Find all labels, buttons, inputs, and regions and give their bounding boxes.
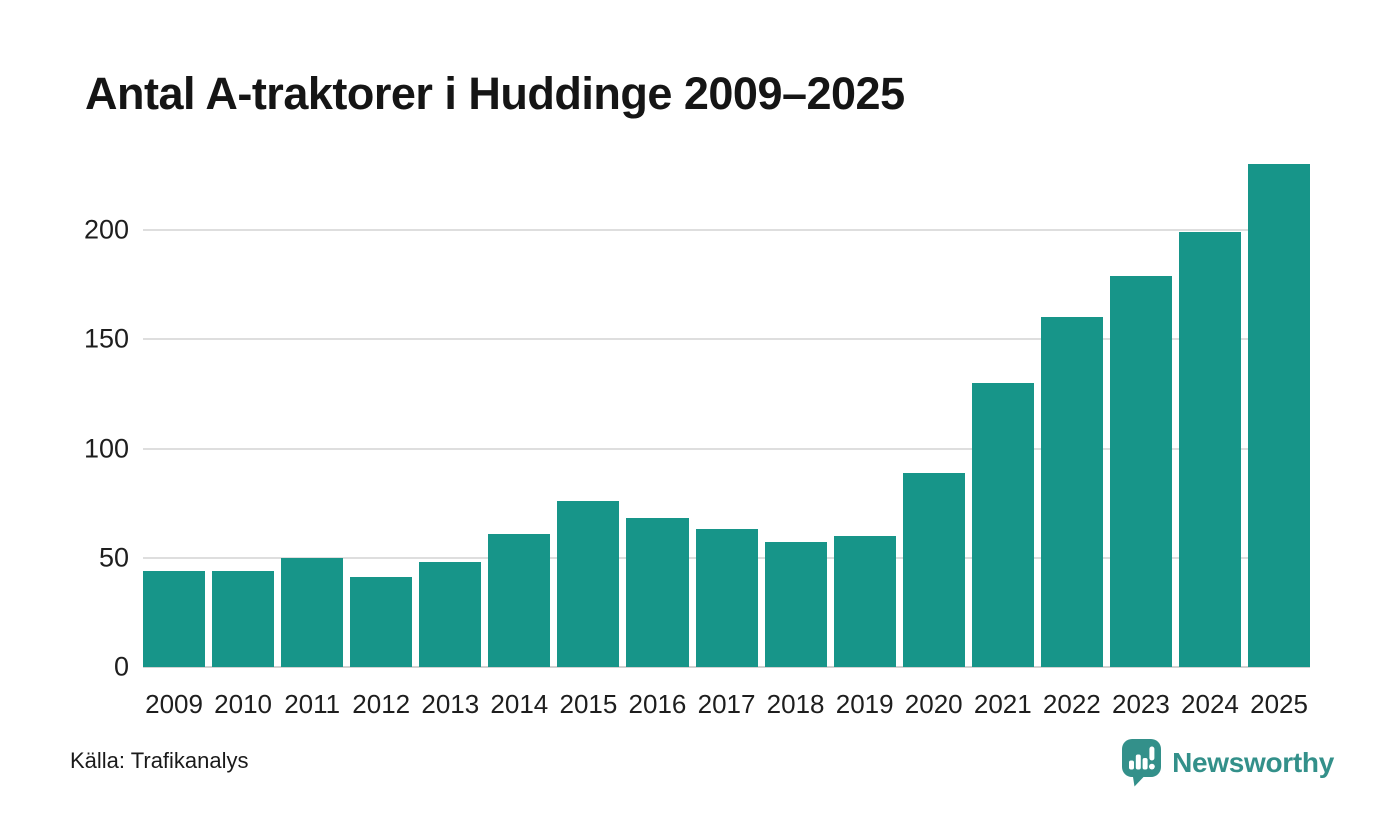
x-tick-label-2015: 2015 xyxy=(559,689,618,719)
bar-column-2014: 2014 xyxy=(488,147,551,717)
gridline-200: 200 xyxy=(84,216,1310,243)
gridline-100: 100 xyxy=(84,435,1310,462)
x-tick-label-2023: 2023 xyxy=(1111,689,1170,719)
bar-2018 xyxy=(764,542,827,667)
bar-column-2009: 2009 xyxy=(143,147,206,717)
y-tick-label-150: 150 xyxy=(83,323,129,354)
brand-name: Newsworthy xyxy=(1172,746,1334,778)
chart-title: Antal A-traktorer i Huddinge 2009–2025 xyxy=(85,68,905,119)
x-tick-label-2013: 2013 xyxy=(421,689,480,719)
bar-column-2019: 2019 xyxy=(833,147,896,717)
x-tick-label-2021: 2021 xyxy=(973,689,1032,719)
bar-2024 xyxy=(1178,232,1241,667)
x-tick-label-2011: 2011 xyxy=(284,689,341,719)
x-tick-label-2020: 2020 xyxy=(904,689,963,719)
x-tick-label-2024: 2024 xyxy=(1181,689,1239,719)
x-tick-label-2010: 2010 xyxy=(214,689,273,719)
y-tick-label-50: 50 xyxy=(98,542,129,573)
bar-2009 xyxy=(143,570,206,667)
x-tick-label-2018: 2018 xyxy=(766,689,825,719)
newsworthy-icon xyxy=(1122,739,1162,787)
x-tick-label-2014: 2014 xyxy=(490,689,549,719)
bar-2023 xyxy=(1109,275,1172,667)
bar-column-2017: 2017 xyxy=(695,147,758,717)
x-tick-label-2019: 2019 xyxy=(835,689,894,719)
newsworthy-icon-pin xyxy=(1122,739,1162,787)
y-tick-label-0: 0 xyxy=(113,651,129,682)
source-label: Källa: Trafikanalys xyxy=(70,748,249,773)
bar-2014 xyxy=(488,533,551,667)
bar-column-2022: 2022 xyxy=(1040,147,1103,717)
bar-column-2020: 2020 xyxy=(902,147,965,717)
bar-column-2016: 2016 xyxy=(626,147,689,717)
bar-2016 xyxy=(626,518,689,667)
bars: 2009 2010 2011 2012 2013 2014 2015 2016 2017 2018… xyxy=(143,147,1311,717)
bar-2022 xyxy=(1040,317,1103,667)
x-tick-label-2017: 2017 xyxy=(697,689,756,719)
bar-column-2013: 2013 xyxy=(419,147,482,717)
x-tick-label-2022: 2022 xyxy=(1042,689,1101,719)
bar-column-2025: 2025 xyxy=(1248,147,1311,717)
bar-column-2021: 2021 xyxy=(971,147,1034,717)
bar-2021 xyxy=(971,382,1034,667)
bar-2012 xyxy=(350,577,413,667)
bar-2017 xyxy=(695,529,758,667)
gridline-0: 0 xyxy=(114,653,1310,680)
x-tick-label-2012: 2012 xyxy=(352,689,411,719)
x-tick-label-2025: 2025 xyxy=(1250,689,1308,719)
bar-column-2011: 2011 xyxy=(281,147,344,717)
bar-2015 xyxy=(557,500,620,667)
x-tick-label-2009: 2009 xyxy=(145,689,203,719)
bar-column-2015: 2015 xyxy=(557,147,620,717)
bar-column-2012: 2012 xyxy=(350,147,413,717)
y-tick-label-100: 100 xyxy=(83,433,129,464)
gridline-150: 150 xyxy=(84,325,1310,352)
bar-2013 xyxy=(419,562,482,667)
x-tick-label-2016: 2016 xyxy=(628,689,687,719)
bar-2011 xyxy=(281,557,344,667)
bar-column-2010: 2010 xyxy=(212,147,275,717)
bar-column-2024: 2024 xyxy=(1178,147,1241,717)
bar-2025 xyxy=(1248,164,1311,667)
brand-logo[interactable]: Newsworthy xyxy=(1121,738,1334,787)
plot-area: 0 50 100 150 200 2009 2010 2011 2012 2013 2014 201… xyxy=(84,147,1311,717)
y-tick-label-200: 200 xyxy=(83,214,129,245)
bar-column-2018: 2018 xyxy=(764,147,827,717)
bar-2010 xyxy=(212,570,275,667)
bar-2020 xyxy=(902,472,965,667)
bar-2019 xyxy=(833,535,896,667)
bar-column-2023: 2023 xyxy=(1109,147,1172,717)
